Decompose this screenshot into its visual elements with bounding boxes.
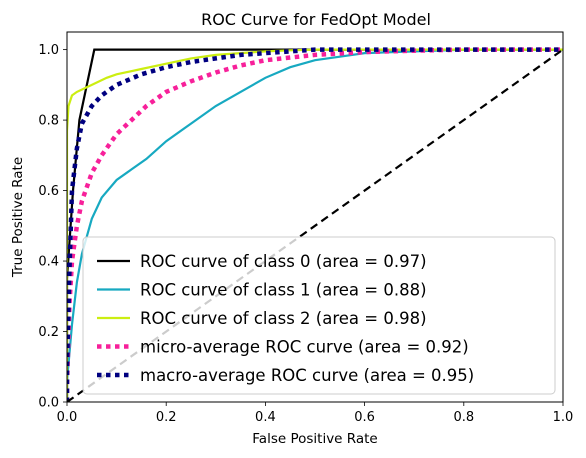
y-tick-label: 0.0 [38,396,59,411]
legend-box [82,236,556,395]
y-tick-label: 0.2 [38,325,59,340]
x-axis: 0.0 0.2 0.4 0.6 0.8 1.0 [57,402,574,425]
x-tick-label: 0.6 [354,410,375,425]
legend: ROC curve of class 0 (area = 0.97) ROC cu… [82,236,556,395]
legend-label-1: ROC curve of class 1 (area = 0.88) [140,281,427,300]
x-axis-label: False Positive Rate [252,431,377,447]
x-tick-label: 0.0 [57,410,78,425]
y-tick-label: 0.8 [38,114,59,129]
legend-label-2: ROC curve of class 2 (area = 0.98) [140,309,427,328]
y-tick-label: 0.4 [38,255,59,270]
plot-frame [66,31,564,403]
y-axis: 0.0 0.2 0.4 0.6 0.8 1.0 [38,43,67,411]
x-tick-label: 0.8 [453,410,474,425]
chance-diagonal-line [67,48,563,402]
legend-label-0: ROC curve of class 0 (area = 0.97) [140,252,427,271]
legend-label-4: macro-average ROC curve (area = 0.95) [140,366,474,385]
legend-label-3: micro-average ROC curve (area = 0.92) [140,338,469,357]
series-line-1 [67,48,563,402]
chart-title: ROC Curve for FedOpt Model [201,10,431,29]
series-line-4 [67,47,563,402]
y-tick-label: 0.6 [38,184,59,199]
y-axis-label: True Positive Rate [10,157,26,278]
x-tick-label: 0.2 [156,410,177,425]
y-tick-label: 1.0 [38,43,59,58]
x-tick-label: 0.4 [255,410,276,425]
x-tick-label: 1.0 [553,410,574,425]
